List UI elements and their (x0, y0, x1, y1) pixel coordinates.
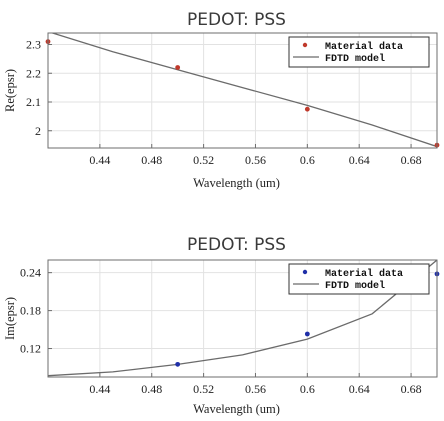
x-tick-label: 0.64 (349, 382, 370, 396)
legend-label: FDTD model (325, 280, 385, 292)
chart-1: PEDOT: PSS 0.44 0.48 0.52 0.56 0.6 0.64 0.68 2 2.… (3, 10, 440, 190)
y-tick-label: 0.18 (20, 304, 41, 318)
y-tick-label: 2.3 (26, 38, 41, 52)
plot-frame (47, 32, 438, 149)
chart-title: PEDOT: PSS (187, 235, 286, 255)
x-axis-label: Wavelength (um) (193, 176, 280, 190)
x-tick-label: 0.6 (300, 153, 315, 167)
chart-2: PEDOT: PSS 0.44 0.48 0.52 0.56 0.6 0.64 0.68 0.1… (3, 235, 440, 416)
x-tick-label: 0.68 (401, 382, 422, 396)
legend-box (288, 36, 430, 68)
x-tick-label: 0.44 (89, 382, 110, 396)
x-tick-label: 0.48 (141, 382, 162, 396)
x-tick-label: 0.56 (245, 382, 266, 396)
y-tick-label: 2 (35, 124, 41, 138)
legend-box (288, 263, 430, 295)
x-tick-label: 0.52 (193, 153, 214, 167)
data-point (175, 65, 181, 70)
data-point (175, 361, 181, 367)
y-tick-label: 2.2 (26, 66, 41, 80)
x-tick-label: 0.48 (141, 153, 162, 167)
y-axis-label: Re(epsr) (3, 69, 17, 112)
data-point (304, 331, 310, 337)
x-tick-label: 0.44 (89, 153, 110, 167)
legend-label: Material data (325, 41, 403, 53)
legend-marker (302, 269, 308, 275)
legend-label: Material data (325, 268, 403, 280)
chart-title: PEDOT: PSS (187, 10, 286, 30)
data-point (304, 106, 310, 112)
plot-frame (47, 259, 438, 378)
x-tick-label: 0.68 (401, 153, 422, 167)
y-tick-label: 0.12 (20, 342, 41, 356)
series-line-fdtd-model (50, 33, 437, 148)
x-tick-label: 0.64 (349, 153, 370, 167)
y-axis-label: Im(epsr) (3, 297, 17, 340)
y-tick-label: 2.1 (26, 95, 41, 109)
series-line-fdtd-model (48, 260, 437, 377)
x-tick-label: 0.52 (193, 382, 214, 396)
y-tick-label: 0.24 (20, 266, 41, 280)
x-tick-label: 0.6 (300, 382, 315, 396)
x-axis-label: Wavelength (um) (193, 402, 280, 416)
legend-marker (302, 42, 308, 48)
legend-label: FDTD model (325, 53, 385, 65)
x-tick-label: 0.56 (245, 153, 266, 167)
